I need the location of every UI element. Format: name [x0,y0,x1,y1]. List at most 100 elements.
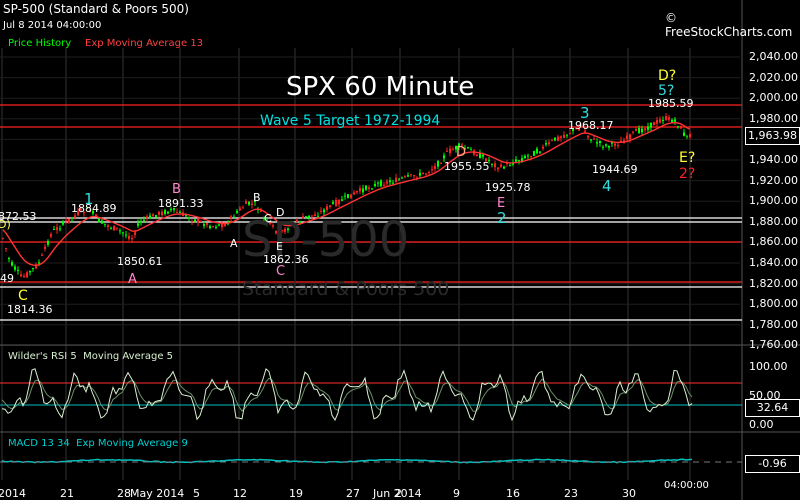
candle-body [410,174,412,176]
candle-body [524,155,526,159]
candle-body [512,162,514,165]
chart-datetime: Jul 8 2014 04:00:00 [3,20,102,31]
candle-body [359,188,361,192]
candle-body [377,182,379,184]
watermark-name: Standard & Poors 500 [242,278,450,300]
candle-body [488,160,490,162]
wave-label-2: 2 [497,209,507,227]
ema-line [2,121,691,267]
candle-body [638,127,640,134]
chart-title: SPX 60 Minute [286,72,475,102]
candle-body [398,179,400,181]
candle-body [332,202,334,204]
candle-body [569,133,571,135]
candle-body [158,211,160,215]
candle-body [278,230,280,232]
candle-body [374,183,376,187]
candle-body [653,122,655,126]
candle-body [650,122,652,128]
candle-body [353,192,355,195]
candle-body [368,187,370,189]
candle-body [395,177,397,183]
price-axis-tick: 1,940.00 [749,153,798,166]
candle-body [635,129,637,132]
candle-body [212,226,214,228]
legend-price-history[interactable]: Price History [8,38,72,49]
candle-body [407,175,409,177]
candle-body [242,207,244,209]
candle-body [92,210,94,214]
candle-body [581,126,583,128]
wave-target-note: Wave 5 Target 1972-1994 [260,113,441,129]
candle-body [302,216,304,219]
candle-body [557,136,559,141]
candle-body [482,154,484,157]
watermark-symbol: SP-500 [242,212,410,268]
rsi-label: Wilder's RSI 5 [8,351,77,362]
date-axis-tick: 30 [622,487,636,500]
candle-body [95,214,97,217]
candle-body [311,215,313,217]
price-axis-tick: 1,880.00 [749,214,798,228]
candle-body [128,236,130,240]
candle-body [107,225,109,227]
price-axis-tick: 1,800.00 [749,297,798,311]
candle-body [248,201,250,205]
candle-body [644,128,646,131]
wave-label-a1: A [128,272,137,287]
price-label-1891: 1891.33 [158,197,204,210]
candle-body [59,228,61,230]
candle-body [326,206,328,210]
brand-label[interactable]: © FreeStockCharts.com [665,11,793,39]
candle-body [389,180,391,183]
wave-label-3: 3 [580,104,590,122]
candle-body [428,171,430,173]
price-label-1884: 1884.89 [71,202,117,215]
candle-body [503,166,505,169]
rsi-ma-line [1,377,693,412]
candle-body [17,269,19,271]
candle-body [143,219,145,221]
price-axis-tick: 1,920.00 [749,173,798,187]
date-axis-tick: Jun 2014 [373,487,422,500]
candle-body [674,119,676,122]
price-label-1862: 1862.36 [263,253,309,266]
candle-body [2,238,4,240]
candle-body [446,150,448,152]
wave-label-e2: E [276,240,283,253]
price-axis-tick: 2,000.00 [749,91,798,105]
rsi-value-badge: 32.64 [745,399,800,417]
candle-body [419,172,421,176]
date-axis-tick: 2 [395,487,402,500]
price-axis-tick: 1,980.00 [749,111,798,125]
candle-body [380,180,382,187]
candle-body [542,146,544,149]
rsi-axis-0: 0.00 [749,418,774,431]
candle-body [14,266,16,270]
macd-value-badge: -0.96 [745,455,800,473]
candle-body [476,154,478,156]
candle-body [62,221,64,225]
candle-body [593,138,595,140]
macd-legend[interactable]: MACD 13 34 Exp Moving Average 9 [8,438,188,449]
candle-body [284,228,286,232]
candle-body [194,219,196,222]
candle-body [470,149,472,151]
candle-body [161,211,163,216]
candle-body [53,228,55,230]
candle-body [236,210,238,213]
candle-body [425,173,427,175]
candle-body [323,209,325,213]
candle-body [26,272,28,278]
candle-body [134,232,136,235]
candle-body [110,227,112,229]
rsi-legend[interactable]: Wilder's RSI 5 Moving Average 5 [8,351,173,362]
candle-body [383,184,385,186]
legend-ema[interactable]: Exp Moving Average 13 [85,38,204,49]
candle-body [365,185,367,190]
candle-body [626,135,628,139]
wave-label-e3: E? [679,150,696,166]
candle-body [515,159,517,162]
candle-body [485,158,487,162]
